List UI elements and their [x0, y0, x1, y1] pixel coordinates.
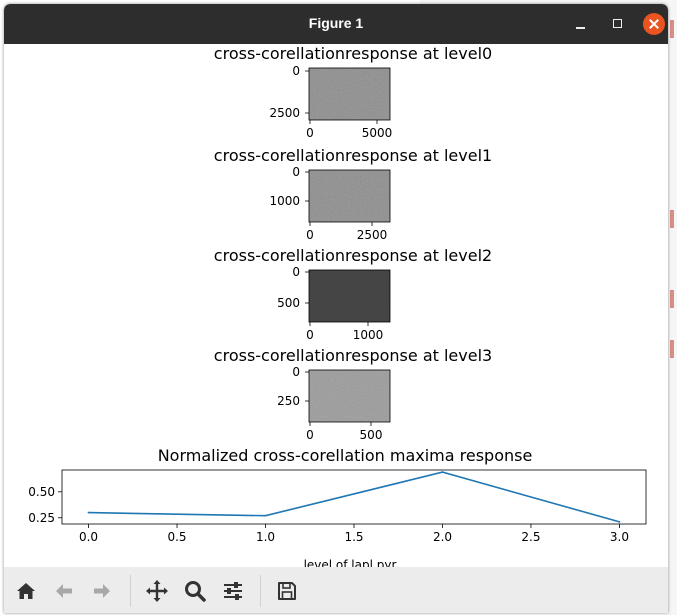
background-window-edge	[668, 0, 677, 615]
x-tick-label: 2.0	[433, 530, 452, 544]
series-line	[88, 471, 620, 523]
y-tick-label: 0	[292, 165, 300, 179]
y-tick-label: 1000	[269, 194, 300, 208]
x-tick-label: 1000	[353, 328, 384, 342]
panel-frame	[308, 67, 391, 121]
magnifier-icon	[185, 581, 206, 602]
y-tick-label: 500	[277, 296, 300, 310]
panel-noise	[309, 270, 390, 322]
background-window-strip	[420, 0, 677, 6]
figure-window: Figure 1 cross-corellationresponse at le…	[4, 4, 668, 613]
panel-level2: cross-corellationresponse at level2 0 50…	[214, 246, 492, 342]
y-tick-label: 0.50	[28, 485, 55, 499]
close-button[interactable]	[643, 13, 665, 35]
toolbar-separator	[260, 575, 261, 607]
chart-title: Normalized cross-corellation maxima resp…	[158, 446, 533, 465]
panel-level0: cross-corellationresponse at level0 0 25…	[214, 44, 492, 140]
x-tick-label: 1.5	[344, 530, 363, 544]
x-tick-label: 0.0	[79, 530, 98, 544]
panel-title: cross-corellationresponse at level3	[214, 346, 492, 365]
zoom-button[interactable]	[181, 577, 209, 605]
minimize-button[interactable]	[570, 13, 592, 35]
panel-title: cross-corellationresponse at level0	[214, 44, 492, 63]
back-button[interactable]	[50, 577, 78, 605]
panel-title: cross-corellationresponse at level2	[214, 246, 492, 265]
panel-frame	[308, 269, 391, 323]
arrow-right-icon	[94, 584, 110, 598]
home-icon	[17, 583, 35, 599]
y-tick-label: 0	[292, 64, 300, 78]
y-tick-label: 0.25	[28, 511, 55, 525]
x-tick-label: 500	[360, 428, 383, 442]
x-tick-label: 0	[306, 126, 314, 140]
x-tick-label: 2500	[357, 228, 388, 242]
x-tick-label: 5000	[362, 126, 393, 140]
panel-noise	[309, 170, 390, 222]
panel-title: cross-corellationresponse at level1	[214, 146, 492, 165]
plot-area	[61, 469, 647, 525]
x-axis-label: level of lapl pyr	[304, 558, 397, 567]
x-tick-label: 0	[306, 428, 314, 442]
title-bar[interactable]: Figure 1	[4, 4, 668, 44]
panel-frame	[308, 169, 391, 223]
maximize-button[interactable]	[607, 13, 629, 35]
x-tick-label: 3.0	[610, 530, 629, 544]
save-button[interactable]	[273, 577, 301, 605]
x-tick-label: 0.5	[167, 530, 186, 544]
floppy-disk-icon	[278, 582, 296, 600]
sliders-icon	[224, 582, 242, 600]
home-button[interactable]	[12, 577, 40, 605]
x-tick-label: 0	[306, 328, 314, 342]
x-tick-label: 2.5	[521, 530, 540, 544]
x-tick-label: 0	[306, 228, 314, 242]
panel-frame	[308, 369, 391, 423]
panel-level3: cross-corellationresponse at level3 0 25…	[214, 346, 492, 442]
data-point	[87, 511, 90, 514]
y-tick-label: 2500	[269, 106, 300, 120]
navigation-toolbar	[4, 567, 668, 613]
panel-noise	[309, 370, 390, 422]
move-icon	[146, 580, 168, 602]
data-point	[441, 471, 444, 473]
arrow-left-icon	[56, 584, 72, 598]
window-title: Figure 1	[308, 15, 364, 31]
figure-canvas[interactable]: cross-corellationresponse at level0 0 25…	[4, 44, 668, 567]
configure-subplots-button[interactable]	[219, 577, 247, 605]
panel-noise	[309, 68, 390, 120]
y-tick-label: 250	[277, 394, 300, 408]
panel-level1: cross-corellationresponse at level1 0 10…	[214, 146, 492, 242]
data-point	[618, 521, 621, 523]
x-tick-label: 1.0	[256, 530, 275, 544]
maxima-line-chart: Normalized cross-corellation maxima resp…	[28, 446, 647, 567]
data-point	[264, 514, 267, 517]
pan-button[interactable]	[143, 577, 171, 605]
y-tick-label: 0	[292, 265, 300, 279]
forward-button[interactable]	[88, 577, 116, 605]
y-tick-label: 0	[292, 365, 300, 379]
toolbar-separator	[130, 575, 131, 607]
